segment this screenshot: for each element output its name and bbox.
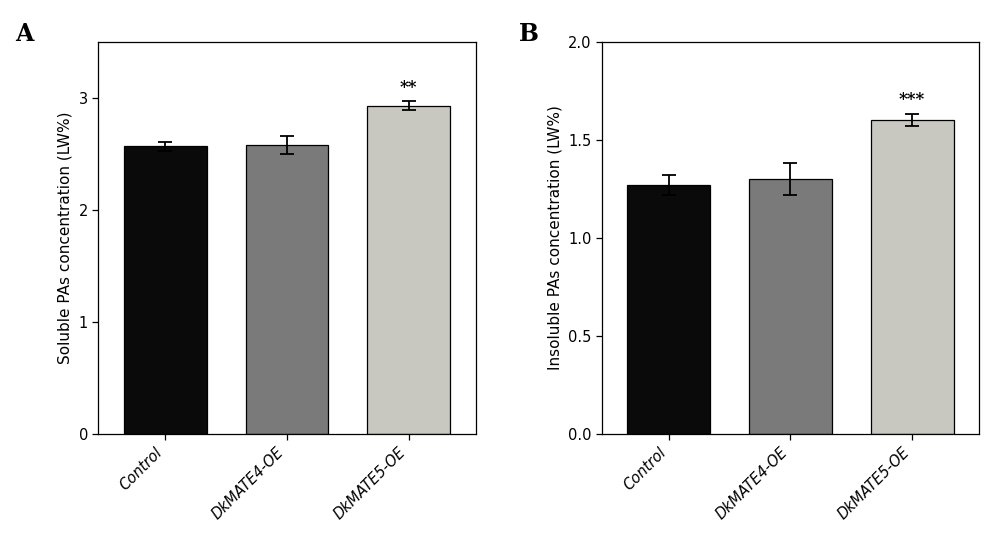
Bar [124,146,207,434]
Y-axis label: Soluble PAs concentration (LW%): Soluble PAs concentration (LW%) [58,112,73,364]
Text: **: ** [400,79,417,96]
Bar [367,106,450,434]
Y-axis label: Insoluble PAs concentration (LW%): Insoluble PAs concentration (LW%) [547,105,562,370]
Text: A: A [15,22,34,46]
Bar [871,120,954,434]
Bar [627,185,710,434]
Bar [749,179,832,434]
Bar [246,145,328,434]
Text: ***: *** [899,91,925,109]
Text: B: B [519,22,539,46]
